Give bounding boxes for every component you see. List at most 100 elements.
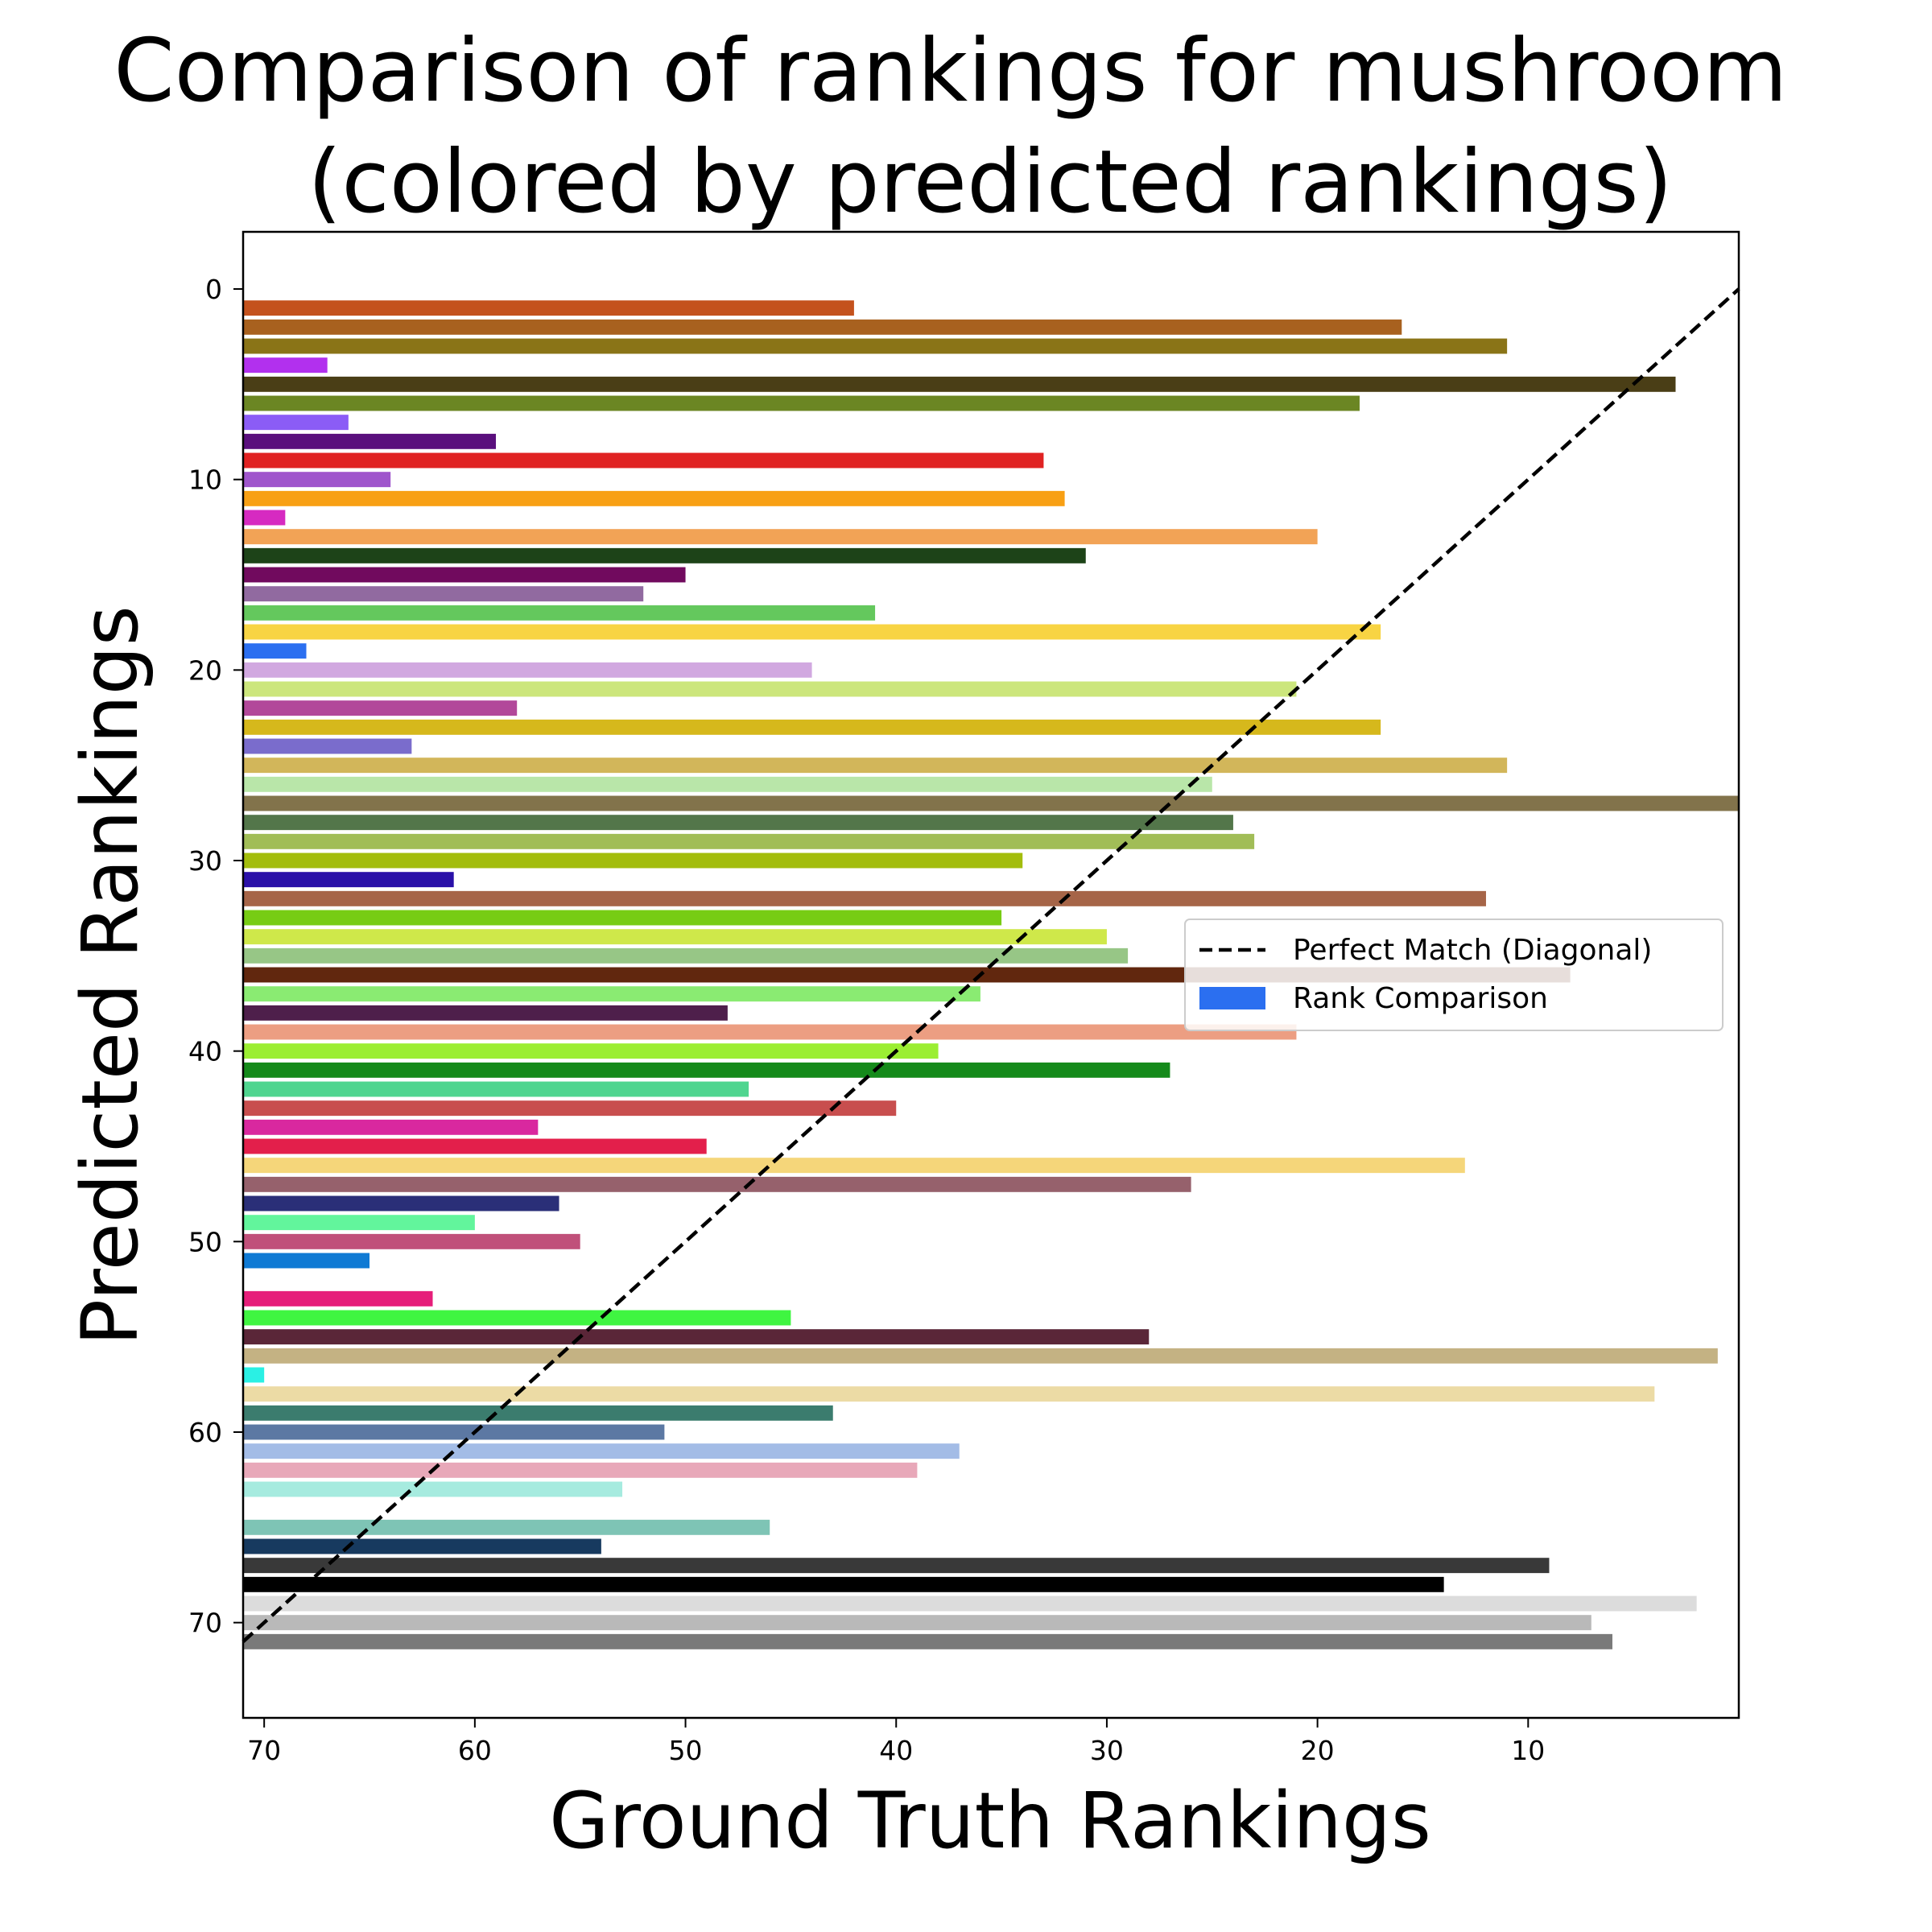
bar-predicted-33 <box>243 910 1002 926</box>
bar-predicted-32 <box>243 890 1486 906</box>
bar-predicted-69 <box>243 1596 1697 1612</box>
bar-predicted-21 <box>243 681 1297 697</box>
bar-predicted-12 <box>243 510 286 526</box>
bar-predicted-45 <box>243 1138 707 1154</box>
bar-predicted-70 <box>243 1615 1591 1631</box>
x-tick-label-60: 60 <box>458 1735 492 1766</box>
bar-predicted-51 <box>243 1253 370 1269</box>
bar-predicted-60 <box>243 1424 665 1440</box>
bar-predicted-46 <box>243 1158 1465 1174</box>
bar-predicted-37 <box>243 986 980 1002</box>
x-ticks: 70 60 50 40 30 20 10 <box>247 1718 1545 1766</box>
bar-predicted-19 <box>243 643 307 659</box>
bar-predicted-31 <box>243 872 454 888</box>
bar-predicted-42 <box>243 1081 749 1097</box>
bar-predicted-25 <box>243 758 1508 774</box>
legend-diagonal-label: Perfect Match (Diagonal) <box>1293 934 1652 967</box>
bar-predicted-1 <box>243 300 854 316</box>
legend-rank-swatch <box>1199 987 1265 1009</box>
bar-predicted-29 <box>243 833 1255 849</box>
bar-predicted-49 <box>243 1215 475 1231</box>
bar-predicted-27 <box>243 795 1739 811</box>
y-tick-label-50: 50 <box>188 1226 222 1257</box>
bar-predicted-6 <box>243 395 1360 411</box>
bar-predicted-18 <box>243 624 1381 640</box>
bar-predicted-17 <box>243 605 876 621</box>
legend: Perfect Match (Diagonal) Rank Comparison <box>1184 919 1724 1031</box>
bar-predicted-2 <box>243 319 1402 335</box>
bar-predicted-38 <box>243 1005 728 1021</box>
bar-predicted-30 <box>243 852 1023 869</box>
bar-predicted-9 <box>243 452 1044 469</box>
chart-title: Comparison of rankings for mushroom (col… <box>114 21 1815 233</box>
y-tick-label-40: 40 <box>188 1036 222 1067</box>
y-tick-label-10: 10 <box>188 464 222 496</box>
x-tick-label-70: 70 <box>247 1735 281 1766</box>
x-tick-label-20: 20 <box>1301 1735 1335 1766</box>
x-tick-label-30: 30 <box>1090 1735 1124 1766</box>
bar-predicted-61 <box>243 1443 960 1459</box>
bar-predicted-68 <box>243 1576 1444 1592</box>
bar-predicted-28 <box>243 815 1233 831</box>
bar-predicted-39 <box>243 1024 1297 1040</box>
bars-group <box>243 300 1739 1649</box>
bar-predicted-4 <box>243 357 328 374</box>
diagonal-group <box>242 287 1740 1644</box>
bar-predicted-66 <box>243 1538 601 1554</box>
bar-predicted-63 <box>243 1481 623 1497</box>
bar-predicted-44 <box>243 1119 539 1135</box>
bar-predicted-58 <box>243 1386 1655 1402</box>
bar-predicted-43 <box>243 1100 897 1117</box>
bar-predicted-56 <box>243 1348 1718 1364</box>
bar-predicted-71 <box>243 1633 1612 1649</box>
y-tick-label-0: 0 <box>205 274 222 305</box>
y-axis-label: Predicted Rankings <box>65 605 155 1346</box>
chart-title-line-1: Comparison of rankings for mushroom <box>114 21 1787 122</box>
legend-box <box>1184 919 1724 1031</box>
bar-predicted-50 <box>243 1233 580 1249</box>
bar-predicted-8 <box>243 433 497 449</box>
diagonal-line <box>242 287 1740 1644</box>
legend-rank-label: Rank Comparison <box>1293 982 1548 1015</box>
y-ticks: 0 10 20 30 40 50 60 70 <box>188 274 243 1639</box>
bar-predicted-57 <box>243 1367 265 1383</box>
bar-predicted-14 <box>243 547 1086 564</box>
bar-predicted-35 <box>243 947 1129 964</box>
bar-predicted-65 <box>243 1519 770 1535</box>
bar-predicted-67 <box>243 1558 1550 1574</box>
x-axis-label: Ground Truth Rankings <box>549 1776 1431 1866</box>
bar-predicted-13 <box>243 529 1318 545</box>
plot-frame <box>242 230 1740 1719</box>
bar-predicted-22 <box>243 700 518 716</box>
bar-predicted-40 <box>243 1043 939 1059</box>
y-tick-label-30: 30 <box>188 845 222 877</box>
bar-predicted-47 <box>243 1176 1191 1192</box>
x-tick-label-50: 50 <box>669 1735 703 1766</box>
y-tick-label-20: 20 <box>188 654 222 686</box>
bar-predicted-11 <box>243 490 1065 506</box>
bar-predicted-48 <box>243 1195 559 1212</box>
bar-predicted-20 <box>243 662 812 678</box>
bar-predicted-62 <box>243 1462 918 1478</box>
bar-predicted-24 <box>243 738 412 754</box>
bar-predicted-26 <box>243 776 1212 792</box>
y-tick-label-60: 60 <box>188 1417 222 1448</box>
bar-predicted-10 <box>243 472 391 488</box>
y-tick-label-70: 70 <box>188 1608 222 1639</box>
x-tick-label-40: 40 <box>879 1735 913 1766</box>
bar-predicted-53 <box>243 1290 433 1307</box>
bar-predicted-34 <box>243 929 1107 945</box>
chart-title-line-2: (colored by predicted rankings) <box>308 132 1672 233</box>
bar-predicted-54 <box>243 1310 791 1326</box>
bar-predicted-59 <box>243 1405 833 1421</box>
bar-predicted-16 <box>243 586 644 602</box>
bar-predicted-3 <box>243 338 1508 354</box>
bar-predicted-15 <box>243 567 686 583</box>
bar-predicted-7 <box>243 415 349 431</box>
bar-predicted-55 <box>243 1329 1150 1345</box>
x-tick-label-10: 10 <box>1511 1735 1545 1766</box>
bar-predicted-5 <box>243 376 1676 392</box>
bar-predicted-23 <box>243 719 1381 735</box>
bar-predicted-41 <box>243 1062 1170 1078</box>
